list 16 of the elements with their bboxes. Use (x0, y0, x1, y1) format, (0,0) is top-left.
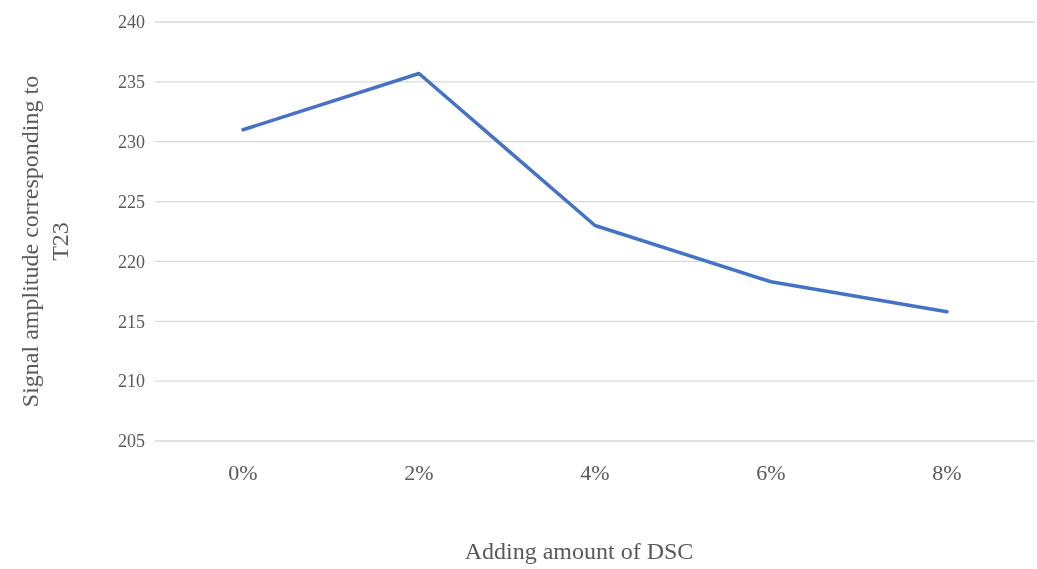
line-series (241, 71, 949, 314)
x-tick-label: 6% (756, 460, 786, 485)
x-tick-label: 8% (932, 460, 962, 485)
y-axis-title: Signal amplitude corresponding to T23 (17, 75, 73, 408)
y-tick-label: 230 (118, 132, 145, 153)
x-tick-label: 0% (228, 460, 258, 485)
y-tick-label: 235 (118, 72, 145, 93)
y-tick-label: 220 (118, 251, 145, 272)
x-tick-label: 2% (404, 460, 434, 485)
x-axis-title: Adding amount of DSC (464, 538, 694, 564)
y-tick-label: 215 (118, 311, 145, 332)
y-tick-label: 210 (118, 371, 145, 392)
y-tick-label: 240 (118, 12, 145, 33)
y-tick-label: 205 (118, 431, 145, 452)
y-tick-label: 225 (118, 191, 145, 212)
x-tick-label: 4% (580, 460, 610, 485)
